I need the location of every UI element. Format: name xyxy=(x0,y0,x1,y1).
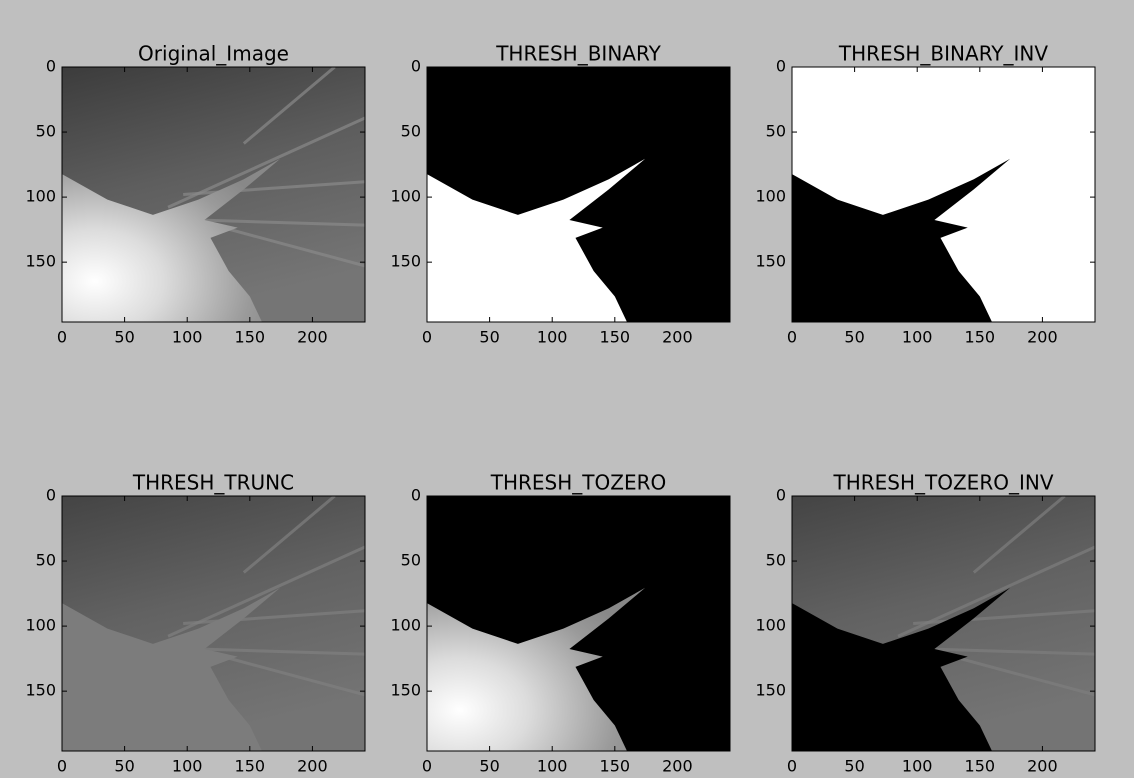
image xyxy=(62,496,365,751)
x-tick-label: 200 xyxy=(662,328,693,347)
x-tick-label: 0 xyxy=(57,328,67,347)
x-tick-label: 50 xyxy=(114,757,134,776)
ray xyxy=(242,496,336,574)
image-region xyxy=(427,587,646,751)
x-tick-label: 150 xyxy=(965,328,996,347)
y-tick-label: 50 xyxy=(401,122,421,141)
axes-title: THRESH_TOZERO xyxy=(490,471,666,495)
y-tick-label: 100 xyxy=(390,187,421,206)
y-tick-label: 100 xyxy=(25,187,56,206)
x-tick-label: 200 xyxy=(297,757,328,776)
axes-frame xyxy=(61,495,366,752)
x-tick-label: 0 xyxy=(787,328,797,347)
x-tick-label: 50 xyxy=(479,757,499,776)
y-tick-label: 100 xyxy=(25,616,56,635)
axes-title: THRESH_BINARY xyxy=(495,42,661,66)
axes-frame xyxy=(61,66,366,323)
axes-title: Original_Image xyxy=(138,42,289,66)
x-tick-label: 100 xyxy=(172,328,203,347)
image-region xyxy=(792,587,1011,751)
x-tick-label: 150 xyxy=(235,757,266,776)
x-tick-label: 100 xyxy=(537,757,568,776)
ray xyxy=(183,180,365,196)
x-tick-label: 200 xyxy=(662,757,693,776)
x-tick-label: 100 xyxy=(172,757,203,776)
x-tick-label: 100 xyxy=(537,328,568,347)
axes-title: THRESH_BINARY_INV xyxy=(838,42,1048,66)
axes-frame xyxy=(791,495,1096,752)
x-tick-label: 50 xyxy=(479,328,499,347)
x-tick-label: 100 xyxy=(902,757,933,776)
x-tick-label: 50 xyxy=(844,328,864,347)
axes-frame xyxy=(426,66,731,323)
y-tick-label: 0 xyxy=(46,486,56,505)
y-tick-label: 100 xyxy=(390,616,421,635)
y-tick-label: 0 xyxy=(411,486,421,505)
y-tick-label: 50 xyxy=(36,551,56,570)
image xyxy=(62,67,365,322)
axes-title: THRESH_TRUNC xyxy=(132,471,294,495)
y-tick-label: 50 xyxy=(401,551,421,570)
y-tick-label: 50 xyxy=(766,551,786,570)
y-tick-label: 100 xyxy=(755,616,786,635)
x-tick-label: 50 xyxy=(844,757,864,776)
y-tick-label: 150 xyxy=(25,681,56,700)
ray xyxy=(213,223,365,268)
ray xyxy=(183,609,365,625)
x-tick-label: 100 xyxy=(902,328,933,347)
x-tick-label: 150 xyxy=(600,757,631,776)
axes-frame xyxy=(791,66,1096,323)
ray xyxy=(242,67,336,145)
image xyxy=(427,67,730,322)
y-tick-label: 150 xyxy=(755,681,786,700)
y-tick-label: 150 xyxy=(755,252,786,271)
x-tick-label: 50 xyxy=(114,328,134,347)
axes-frame xyxy=(426,495,731,752)
image xyxy=(427,496,730,751)
y-tick-label: 0 xyxy=(46,57,56,76)
y-tick-label: 100 xyxy=(755,187,786,206)
x-tick-label: 150 xyxy=(965,757,996,776)
ray xyxy=(213,652,365,697)
x-tick-label: 200 xyxy=(1027,757,1058,776)
image xyxy=(792,496,1095,751)
ray xyxy=(913,609,1095,625)
x-tick-label: 0 xyxy=(57,757,67,776)
axes-title: THRESH_TOZERO_INV xyxy=(833,471,1054,495)
ray xyxy=(928,647,1095,656)
y-tick-label: 150 xyxy=(390,252,421,271)
image-region xyxy=(427,158,646,322)
image xyxy=(792,67,1095,322)
x-tick-label: 0 xyxy=(787,757,797,776)
image-region xyxy=(792,158,1011,322)
x-tick-label: 150 xyxy=(235,328,266,347)
x-tick-label: 0 xyxy=(422,757,432,776)
x-tick-label: 200 xyxy=(1027,328,1058,347)
y-tick-label: 0 xyxy=(776,486,786,505)
y-tick-label: 150 xyxy=(390,681,421,700)
x-tick-label: 200 xyxy=(297,328,328,347)
ray xyxy=(198,647,365,656)
image-region xyxy=(62,587,281,751)
image-region xyxy=(62,158,281,322)
ray xyxy=(198,218,365,227)
y-tick-label: 150 xyxy=(25,252,56,271)
y-tick-label: 50 xyxy=(766,122,786,141)
x-tick-label: 150 xyxy=(600,328,631,347)
y-tick-label: 0 xyxy=(776,57,786,76)
x-tick-label: 0 xyxy=(422,328,432,347)
y-tick-label: 0 xyxy=(411,57,421,76)
y-tick-label: 50 xyxy=(36,122,56,141)
ray xyxy=(972,496,1066,574)
ray xyxy=(943,652,1095,697)
